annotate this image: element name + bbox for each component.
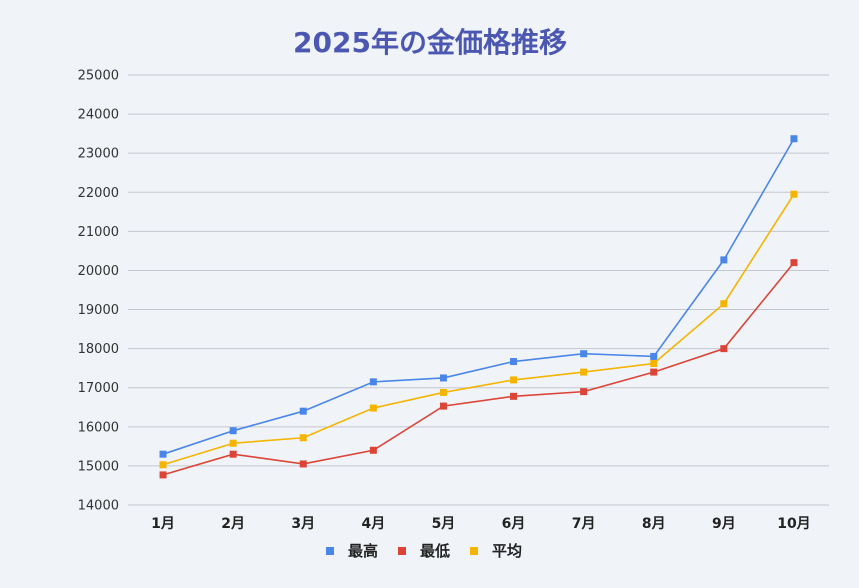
data-point (510, 376, 518, 384)
data-point (299, 460, 307, 468)
x-tick-label: 5月 (432, 516, 456, 532)
y-tick-label: 14000 (78, 499, 119, 514)
legend-label: 最高 (348, 542, 378, 560)
data-point (299, 434, 307, 442)
data-point (650, 368, 658, 376)
data-point (790, 190, 798, 198)
data-point (790, 135, 798, 143)
data-point (720, 300, 728, 308)
data-point (229, 427, 237, 435)
series-3 (159, 190, 798, 469)
data-point (720, 345, 728, 353)
data-point (439, 374, 447, 382)
data-point (439, 388, 447, 396)
data-point (159, 450, 167, 458)
data-point (299, 407, 307, 415)
series-2 (159, 259, 798, 479)
data-point (580, 368, 588, 376)
x-tick-label: 4月 (361, 516, 385, 532)
x-axis-tick-labels: 1月 2月 3月 4月 5月 6月 7月 8月 9月 10月 (151, 516, 811, 532)
y-tick-label: 17000 (78, 381, 119, 396)
data-point (650, 352, 658, 360)
data-point (510, 358, 518, 366)
legend-marker (470, 547, 478, 555)
series-line (162, 193, 795, 466)
data-point (650, 359, 658, 367)
y-tick-label: 19000 (78, 303, 119, 318)
y-tick-label: 25000 (78, 69, 119, 84)
legend-marker (398, 547, 406, 555)
y-tick-label: 21000 (78, 225, 119, 240)
legend-label: 最低 (420, 542, 450, 560)
legend: 最高 最低 平均 (326, 542, 522, 560)
data-point (229, 439, 237, 447)
x-tick-label: 7月 (572, 516, 596, 532)
data-point (159, 471, 167, 479)
x-tick-label: 2月 (221, 516, 245, 532)
data-point (439, 402, 447, 410)
x-tick-label: 9月 (712, 516, 736, 532)
y-tick-label: 23000 (78, 147, 119, 162)
x-tick-label: 1月 (151, 516, 175, 532)
data-point (369, 378, 377, 386)
data-point (510, 392, 518, 400)
x-tick-label: 10月 (777, 516, 810, 532)
data-point (369, 404, 377, 412)
data-point (369, 446, 377, 454)
y-tick-label: 20000 (78, 264, 119, 279)
legend-label: 平均 (492, 542, 522, 560)
y-tick-label: 22000 (78, 186, 119, 201)
chart-title: 2025年の金価格推移 (293, 26, 567, 59)
y-tick-label: 24000 (78, 108, 119, 123)
series-1 (159, 135, 798, 458)
y-tick-label: 18000 (78, 342, 119, 357)
x-tick-label: 8月 (642, 516, 666, 532)
y-axis-tick-labels: 14000 15000 16000 17000 18000 19000 20000 21000… (78, 69, 119, 514)
series-line (162, 138, 795, 455)
series-line (162, 262, 795, 476)
x-tick-label: 6月 (502, 516, 526, 532)
data-point (159, 461, 167, 469)
data-point (580, 350, 588, 358)
series-lines (159, 135, 798, 479)
y-tick-label: 15000 (78, 459, 119, 474)
x-tick-label: 3月 (291, 516, 315, 532)
data-point (720, 256, 728, 264)
legend-marker (326, 547, 334, 555)
data-point (580, 388, 588, 396)
y-tick-label: 16000 (78, 420, 119, 435)
data-point (790, 259, 798, 267)
data-point (229, 450, 237, 458)
